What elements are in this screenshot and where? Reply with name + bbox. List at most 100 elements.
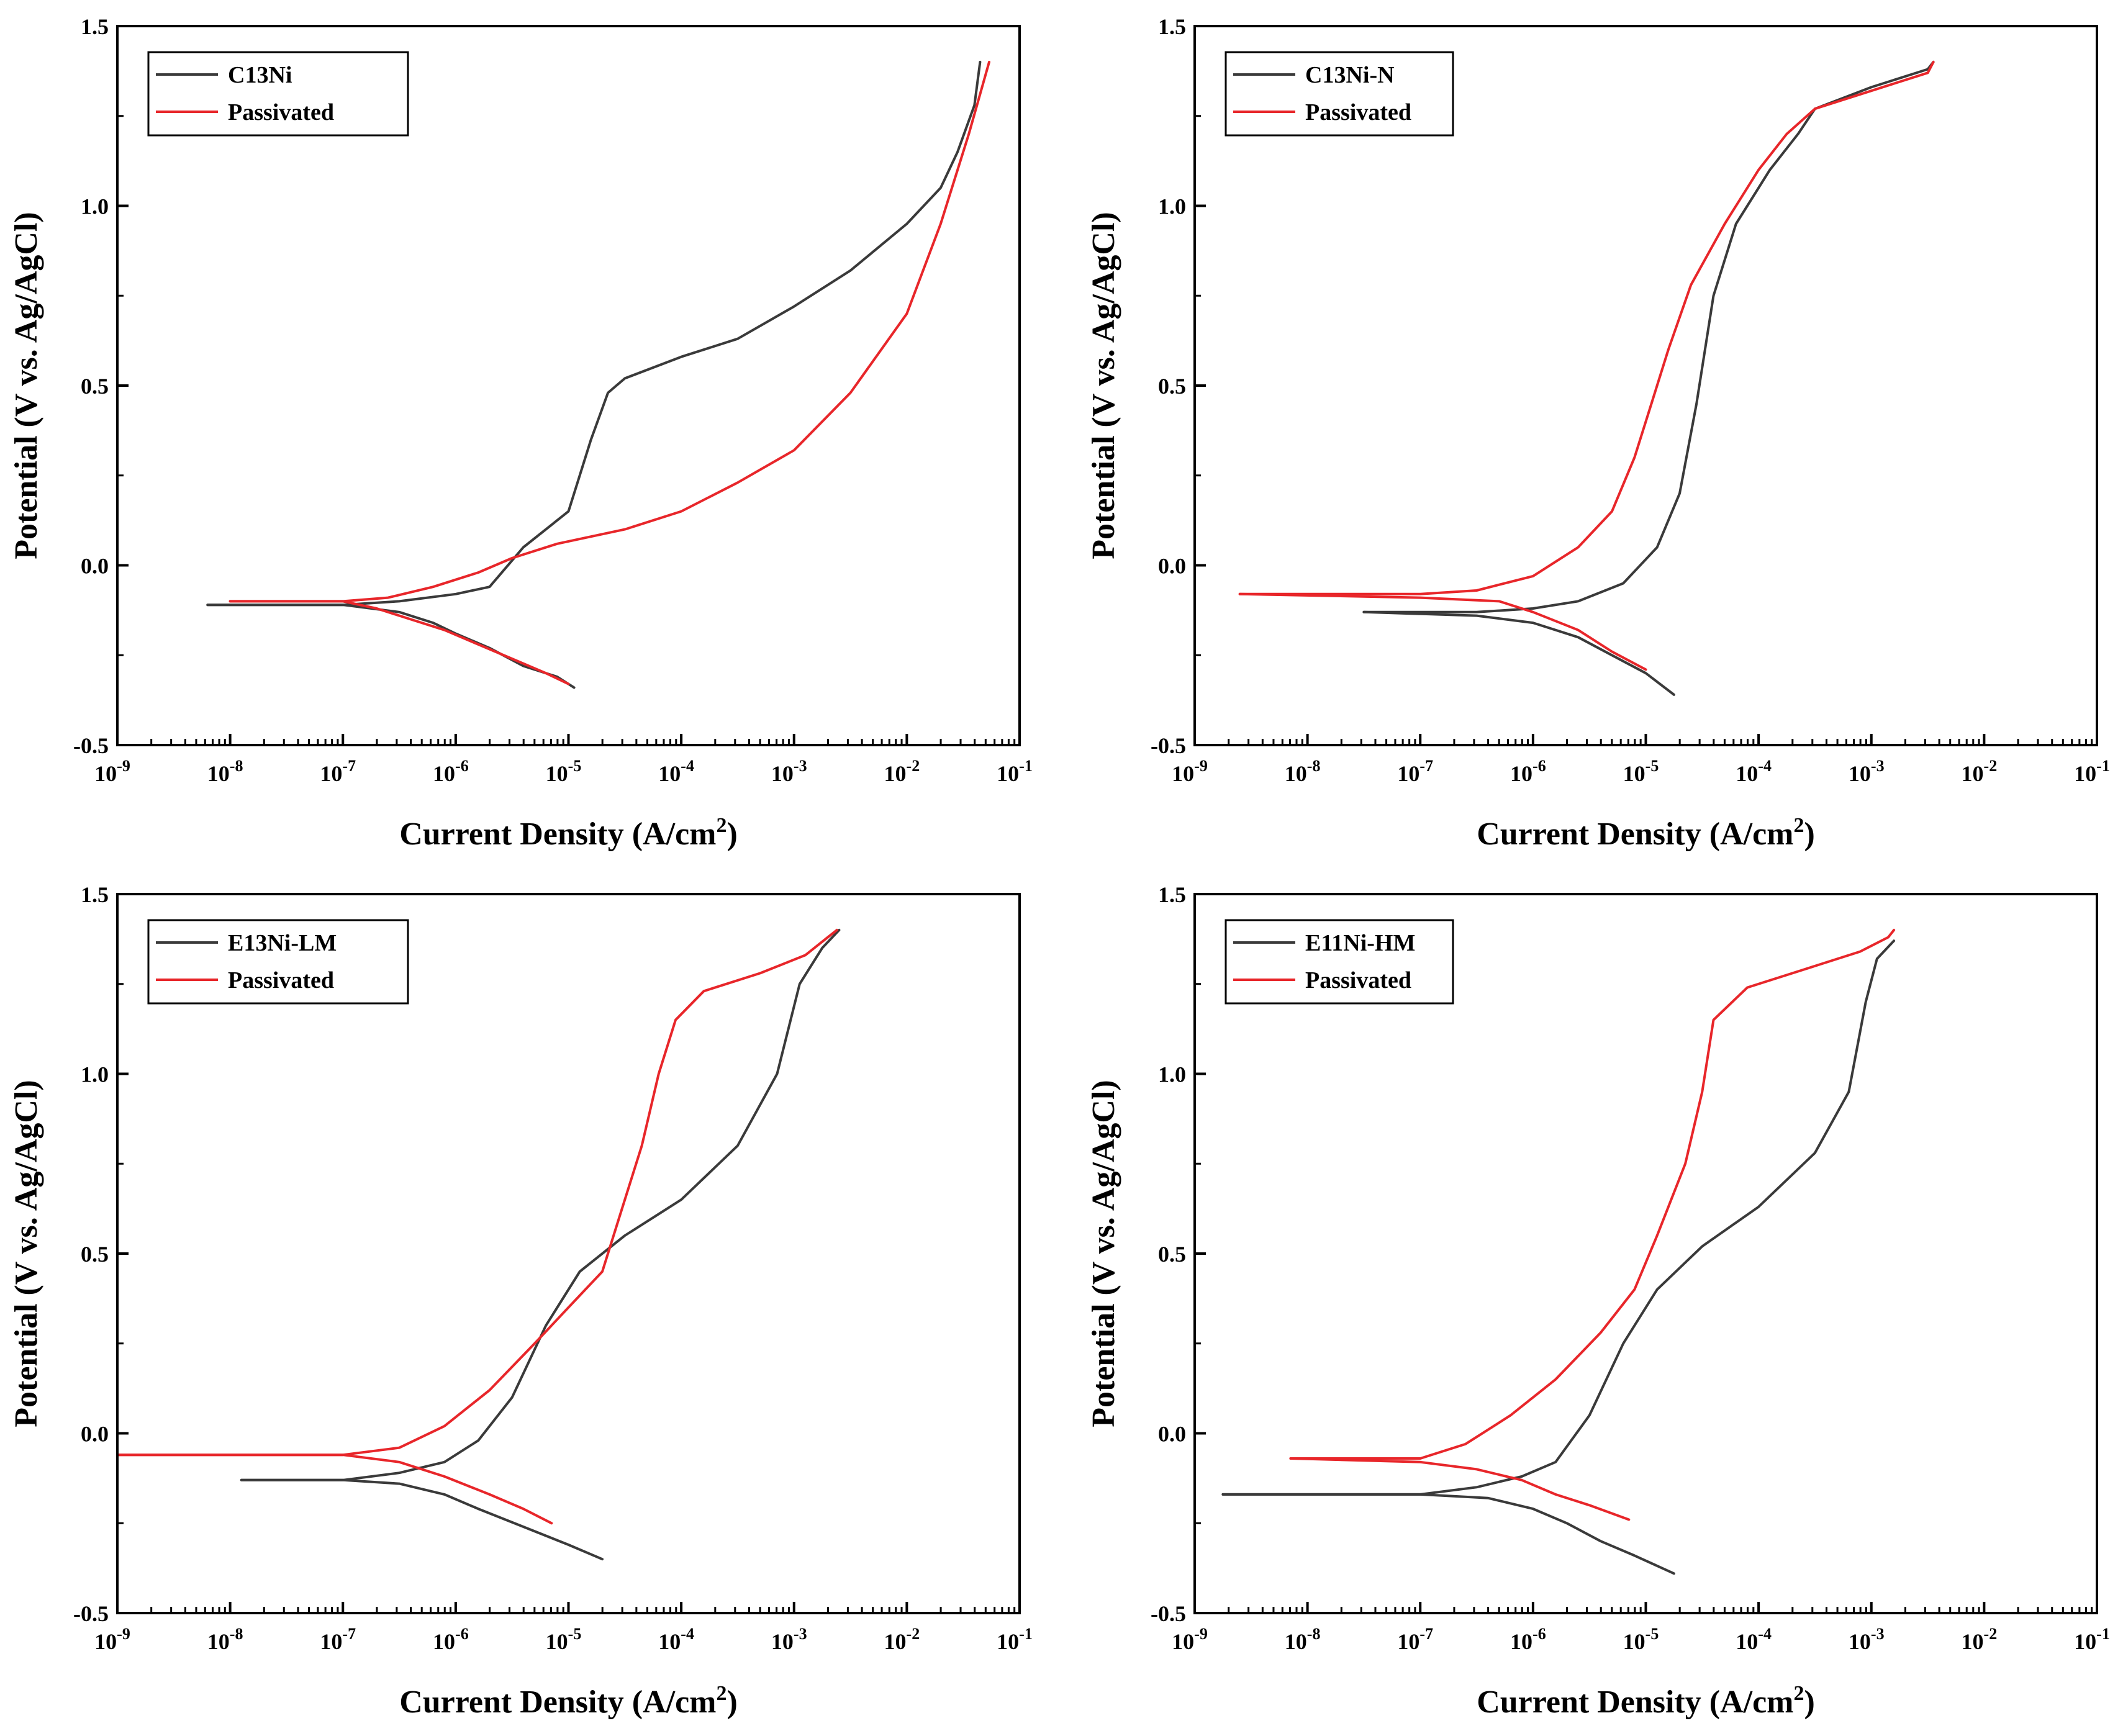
x-tick-label: 10-1 [997, 757, 1033, 786]
x-tick-label: 10-7 [1397, 1625, 1433, 1654]
legend-box [1224, 51, 1454, 137]
series-group [116, 928, 841, 1561]
x-tick-label: 10-7 [320, 757, 356, 786]
x-tick-label: 10-7 [320, 1625, 356, 1654]
x-tick-label: 10-9 [1172, 1625, 1208, 1654]
series-line-passivated-2 [1289, 928, 1896, 1460]
series-line-c13ni-n-1 [1362, 610, 1675, 696]
legend-label: Passivated [228, 99, 334, 125]
x-tick-label: 10-4 [658, 757, 694, 786]
series-line-e13ni-lm-1 [240, 1478, 604, 1561]
series-line-passivated-3 [1238, 592, 1647, 671]
legend-box [1224, 919, 1454, 1005]
y-tick-label: 0.5 [1158, 1242, 1186, 1267]
x-tick-label: 10-6 [1510, 1625, 1546, 1654]
series-line-passivated-3 [229, 600, 570, 685]
x-tick-label: 10-2 [884, 757, 920, 786]
x-tick-label: 10-3 [771, 757, 807, 786]
x-tick-label: 10-6 [433, 1625, 469, 1654]
y-tick-label: 0.5 [1158, 374, 1186, 399]
x-tick-label: 10-6 [433, 757, 469, 786]
legend-label: Passivated [1305, 99, 1411, 125]
chart-panel-1: -0.5 0.0 0.5 1.0 1.5 10-9 10-8 10-7 10-6 10-5 10-4… [9, 14, 1033, 852]
legend-label: E11Ni-HM [1305, 930, 1415, 956]
legend: C13Ni Passivated [147, 51, 409, 137]
x-tick-label: 10-3 [1849, 1625, 1885, 1654]
x-axis-title: Current Density (A/cm2) [399, 814, 738, 852]
x-tick-label: 10-5 [546, 1625, 582, 1654]
y-tick-label: 0.0 [1158, 554, 1186, 579]
legend: E13Ni-LM Passivated [147, 919, 409, 1005]
legend-label: E13Ni-LM [228, 930, 337, 956]
chart-panel-4: -0.5 0.0 0.5 1.0 1.5 10-9 10-8 10-7 10-6 10-5 10-4… [1086, 882, 2110, 1720]
x-tick-label: 10-2 [1962, 757, 1998, 786]
y-tick-label: 1.5 [1158, 882, 1186, 907]
legend-label: Passivated [228, 967, 334, 993]
series-line-passivated-2 [116, 928, 838, 1457]
y-tick-label: 0.0 [1158, 1422, 1186, 1447]
y-tick-label: 1.0 [1158, 1062, 1186, 1087]
x-tick-label: 10-9 [1172, 757, 1208, 786]
legend: C13Ni-N Passivated [1224, 51, 1454, 137]
x-axis-title: Current Density (A/cm2) [399, 1682, 738, 1720]
y-tick-label: 0.0 [81, 1422, 109, 1447]
series-group [206, 60, 990, 689]
x-axis-title: Current Density (A/cm2) [1477, 814, 1815, 852]
y-tick-label: -0.5 [73, 733, 109, 758]
y-tick-label: 1.0 [81, 1062, 109, 1087]
y-tick-label: 0.5 [81, 1242, 109, 1267]
y-axis-title: Potential (V vs. Ag/AgCl) [1086, 212, 1121, 559]
x-tick-label: 10-1 [2074, 757, 2110, 786]
x-tick-label: 10-8 [207, 1625, 243, 1654]
legend-label: Passivated [1305, 967, 1411, 993]
y-axis-title: Potential (V vs. Ag/AgCl) [9, 212, 44, 559]
legend: E11Ni-HM Passivated [1224, 919, 1454, 1005]
series-group [1221, 928, 1896, 1575]
x-axis-title: Current Density (A/cm2) [1477, 1682, 1815, 1720]
x-tick-label: 10-6 [1510, 757, 1546, 786]
series-line-c13ni-n-0 [1362, 60, 1935, 613]
y-tick-label: 0.5 [81, 374, 109, 399]
series-line-passivated-2 [1238, 60, 1935, 595]
x-tick-label: 10-8 [1285, 757, 1321, 786]
x-tick-label: 10-1 [2074, 1625, 2110, 1654]
series-line-e11ni-hm-1 [1221, 1493, 1675, 1575]
y-axis-title: Potential (V vs. Ag/AgCl) [9, 1080, 44, 1427]
chart-panel-3: -0.5 0.0 0.5 1.0 1.5 10-9 10-8 10-7 10-6 10-5 10-4… [9, 882, 1033, 1720]
series-group [1238, 60, 1935, 696]
x-tick-label: 10-1 [997, 1625, 1033, 1654]
series-line-passivated-3 [116, 1453, 553, 1525]
legend-box [147, 919, 409, 1005]
y-tick-label: -0.5 [1151, 1601, 1186, 1626]
y-axis-title: Potential (V vs. Ag/AgCl) [1086, 1080, 1121, 1427]
y-tick-label: 0.0 [81, 554, 109, 579]
x-tick-label: 10-5 [1623, 1625, 1659, 1654]
y-tick-label: 1.0 [1158, 194, 1186, 219]
y-tick-label: -0.5 [1151, 733, 1186, 758]
y-tick-label: 1.5 [1158, 14, 1186, 39]
series-line-c13ni-0 [206, 60, 982, 607]
series-line-e13ni-lm-0 [240, 928, 841, 1481]
y-tick-label: 1.0 [81, 194, 109, 219]
series-line-passivated-3 [1289, 1457, 1631, 1521]
series-line-passivated-2 [229, 60, 990, 603]
series-line-c13ni-1 [206, 604, 576, 689]
legend-label: C13Ni-N [1305, 62, 1395, 88]
x-tick-label: 10-8 [1285, 1625, 1321, 1654]
x-tick-label: 10-8 [207, 757, 243, 786]
x-tick-label: 10-7 [1397, 757, 1433, 786]
x-tick-label: 10-4 [658, 1625, 694, 1654]
x-tick-label: 10-5 [1623, 757, 1659, 786]
y-tick-label: 1.5 [81, 14, 109, 39]
legend-label: C13Ni [228, 62, 292, 88]
x-tick-label: 10-3 [771, 1625, 807, 1654]
x-tick-label: 10-9 [94, 1625, 130, 1654]
y-tick-label: -0.5 [73, 1601, 109, 1626]
x-tick-label: 10-4 [1736, 1625, 1772, 1654]
x-tick-label: 10-2 [1962, 1625, 1998, 1654]
x-tick-label: 10-9 [94, 757, 130, 786]
chart-panel-2: -0.5 0.0 0.5 1.0 1.5 10-9 10-8 10-7 10-6 10-5 10-4… [1086, 14, 2110, 852]
series-line-e11ni-hm-0 [1221, 939, 1896, 1496]
x-tick-label: 10-2 [884, 1625, 920, 1654]
